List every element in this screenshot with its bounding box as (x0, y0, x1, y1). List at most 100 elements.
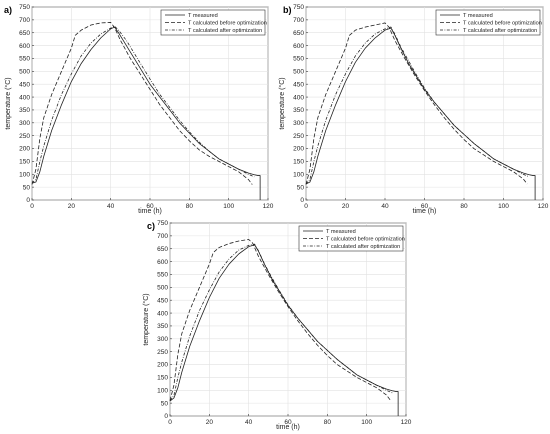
y-axis-label: temperature (°C) (142, 293, 150, 345)
series-line-3 (305, 26, 530, 185)
y-tick-label: 200 (293, 146, 304, 153)
y-tick-label: 650 (293, 30, 304, 37)
y-tick-label: 350 (19, 107, 30, 114)
x-tick-label: 120 (401, 419, 412, 426)
y-tick-label: 500 (293, 69, 304, 76)
y-tick-label: 0 (164, 413, 168, 420)
panel-label: b) (283, 5, 292, 15)
legend-entry: T calculated after optimization (463, 28, 537, 34)
x-tick-label: 120 (263, 203, 274, 210)
y-tick-label: 50 (161, 400, 169, 407)
series-line-2 (169, 239, 391, 401)
y-tick-label: 50 (297, 184, 305, 191)
y-tick-label: 350 (293, 107, 304, 114)
y-tick-label: 300 (293, 120, 304, 127)
y-tick-label: 700 (19, 17, 30, 24)
legend-entry: T calculated before optimization (463, 21, 542, 27)
x-axis-label: time (h) (276, 424, 300, 431)
y-tick-label: 400 (19, 94, 30, 101)
y-tick-label: 500 (19, 69, 30, 76)
x-tick-label: 100 (223, 203, 234, 210)
x-axis-label: time (h) (413, 208, 437, 215)
y-tick-label: 300 (19, 120, 30, 127)
legend-entry: T measured (326, 229, 356, 235)
legend-entry: T calculated before optimization (326, 237, 405, 243)
series-line-2 (31, 22, 253, 185)
legend: T measured T calculated before optimizati… (298, 225, 405, 252)
y-tick-label: 150 (157, 375, 168, 382)
x-tick-label: 80 (186, 203, 194, 210)
y-axis-label: temperature (°C) (4, 77, 12, 129)
legend-box (298, 225, 404, 252)
y-tick-label: 350 (157, 323, 168, 330)
x-tick-label: 120 (538, 203, 549, 210)
y-tick-label: 700 (157, 233, 168, 240)
y-axis-label: temperature (°C) (278, 77, 286, 129)
y-tick-label: 100 (157, 387, 168, 394)
chart-panel-3: 0 20 40 60 80 100 120 0 50 100 150 200 250 300 350 400 4… (142, 220, 412, 431)
y-tick-label: 550 (293, 56, 304, 63)
y-tick-label: 250 (157, 349, 168, 356)
y-tick-label: 550 (19, 56, 30, 63)
x-axis-label: time (h) (138, 208, 162, 215)
legend-entry: T calculated after optimization (326, 244, 400, 250)
y-tick-label: 0 (26, 197, 30, 204)
legend: T measured T calculated before optimizati… (435, 9, 542, 36)
x-tick-label: 20 (68, 203, 76, 210)
x-tick-label: 100 (498, 203, 509, 210)
y-tick-label: 100 (293, 171, 304, 178)
y-tick-label: 150 (293, 159, 304, 166)
panel-label: a) (4, 5, 12, 15)
series-line-3 (169, 243, 393, 401)
y-tick-label: 250 (19, 133, 30, 140)
panel-label: c) (147, 221, 155, 231)
y-tick-label: 450 (19, 81, 30, 88)
y-tick-label: 250 (293, 133, 304, 140)
y-tick-label: 600 (293, 43, 304, 50)
y-tick-label: 300 (157, 336, 168, 343)
y-tick-label: 450 (293, 81, 304, 88)
y-tick-label: 550 (157, 272, 168, 279)
x-tick-label: 100 (361, 419, 372, 426)
legend-entry: T calculated before optimization (188, 21, 267, 27)
y-tick-label: 200 (19, 146, 30, 153)
x-tick-label: 40 (107, 203, 115, 210)
x-tick-label: 0 (168, 419, 172, 426)
y-tick-label: 450 (157, 297, 168, 304)
y-tick-label: 500 (157, 285, 168, 292)
legend: T measured T calculated before optimizati… (160, 9, 267, 36)
x-tick-label: 60 (421, 203, 429, 210)
y-tick-label: 650 (157, 246, 168, 253)
y-tick-label: 600 (157, 259, 168, 266)
x-tick-label: 60 (284, 419, 292, 426)
x-tick-label: 40 (245, 419, 253, 426)
y-tick-label: 750 (19, 4, 30, 11)
y-tick-label: 0 (300, 197, 304, 204)
chart-panel-2: 0 20 40 60 80 100 120 0 50 100 150 200 250 300 350 400 4… (278, 4, 549, 215)
x-tick-label: 0 (30, 203, 34, 210)
y-tick-label: 700 (293, 17, 304, 24)
x-tick-label: 40 (381, 203, 389, 210)
legend-entry: T measured (188, 13, 218, 19)
y-tick-label: 50 (23, 184, 31, 191)
x-tick-label: 20 (342, 203, 350, 210)
y-tick-label: 750 (157, 220, 168, 227)
y-tick-label: 650 (19, 30, 30, 37)
y-tick-label: 400 (157, 310, 168, 317)
x-tick-label: 60 (146, 203, 154, 210)
x-tick-label: 0 (304, 203, 308, 210)
series-line-2 (305, 22, 528, 185)
y-tick-label: 400 (293, 94, 304, 101)
x-tick-label: 80 (460, 203, 468, 210)
y-tick-label: 100 (19, 171, 30, 178)
y-tick-label: 600 (19, 43, 30, 50)
y-tick-label: 200 (157, 362, 168, 369)
y-tick-label: 150 (19, 159, 30, 166)
series-line-3 (31, 25, 255, 184)
chart-panel-1: 0 20 40 60 80 100 120 0 50 100 150 200 250 300 350 400 4… (4, 4, 274, 215)
x-tick-label: 80 (324, 419, 332, 426)
y-tick-label: 750 (293, 4, 304, 11)
legend-entry: T calculated after optimization (188, 28, 262, 34)
legend-entry: T measured (463, 13, 493, 19)
